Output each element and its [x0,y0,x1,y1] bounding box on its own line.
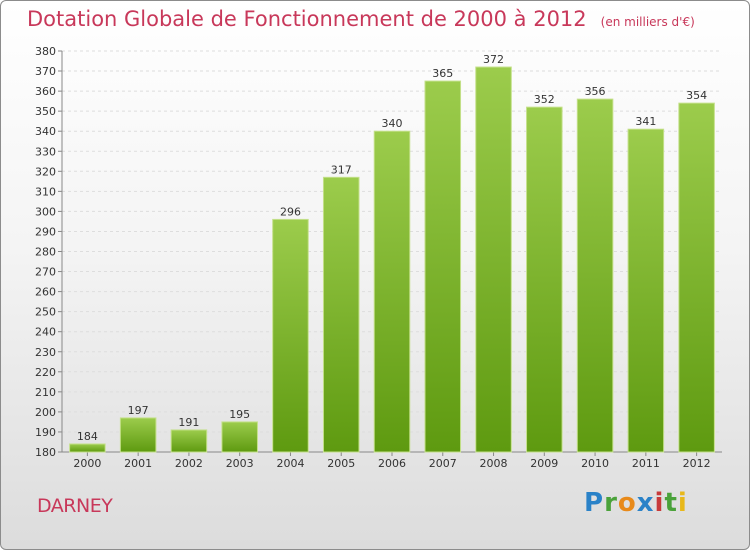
data-labels: 184 197 191 195 296 317 340 365 372 352 356 341 354 [77,53,707,443]
x-tick-label-2005: 2005 [327,457,355,470]
y-tick-label: 240 [35,326,56,339]
chart-title: Dotation Globale de Fonctionnement de 20… [27,7,695,31]
y-tick-label: 200 [35,406,56,419]
x-tick-label-2009: 2009 [530,457,558,470]
y-tick-label: 260 [35,286,56,299]
data-label-2008: 372 [483,53,504,66]
x-tick-label-2003: 2003 [226,457,254,470]
data-label-2012: 354 [686,89,707,102]
data-label-2009: 352 [534,93,555,106]
commune-name: DARNEY [37,495,113,517]
data-label-2007: 365 [432,67,453,80]
bar-2009 [526,106,563,453]
y-tick-label: 190 [35,426,56,439]
bar-2007 [424,80,462,453]
y-tick-label: 300 [35,205,56,218]
data-label-2006: 340 [382,117,403,130]
bar-2003 [221,421,258,453]
y-tick-label: 340 [35,125,56,138]
bar-2011 [627,128,665,453]
brand-letter: i [677,488,688,518]
bar-2004 [272,218,309,453]
bar-2008 [475,66,512,453]
x-tick-label-2012: 2012 [683,457,711,470]
data-label-2004: 296 [280,205,301,218]
brand-letter: t [664,488,678,518]
bar-2006 [373,130,411,453]
y-tick-label: 320 [35,165,56,178]
bar-2002 [170,429,208,453]
brand-letter: P [584,488,605,518]
y-tick-label: 270 [35,266,56,279]
y-tick-label: 180 [35,446,56,459]
x-tick-label-2010: 2010 [581,457,609,470]
bar-2000 [69,443,106,453]
y-tick-label: 250 [35,306,56,319]
brand-letter: i [654,488,665,518]
y-tick-label: 310 [35,185,56,198]
y-tick-label: 370 [35,65,56,78]
data-label-2010: 356 [585,85,606,98]
bar-2005 [322,176,360,453]
data-label-2001: 197 [128,404,149,417]
chart-title-text: Dotation Globale de Fonctionnement de 20… [27,7,587,31]
x-tick-label-2004: 2004 [276,457,304,470]
y-tick-label: 220 [35,366,56,379]
brand-letter: r [604,488,618,518]
y-tick-label: 360 [35,85,56,98]
x-tick-label-2011: 2011 [632,457,660,470]
data-label-2000: 184 [77,430,98,443]
x-tick-label-2000: 2000 [73,457,101,470]
y-tick-label: 230 [35,346,56,359]
y-tick-label: 290 [35,225,56,238]
y-tick-label: 330 [35,145,56,158]
data-label-2003: 195 [229,408,250,421]
bar-2012 [678,102,715,453]
y-tick-label: 280 [35,246,56,259]
data-label-2005: 317 [331,163,352,176]
x-tick-label-2008: 2008 [480,457,508,470]
bars [69,66,715,453]
brand-letter: x [636,488,655,518]
y-tick-label: 380 [35,45,56,58]
bar-2010 [576,98,614,453]
y-tick-label: 350 [35,105,56,118]
x-tick-label-2006: 2006 [378,457,406,470]
axes: 180 190 200 210 220 230 240 250 260 270 280 290 300 3… [35,45,722,470]
brand-letter: o [617,488,637,518]
proxiti-logo: Proxiti [584,488,688,518]
data-label-2011: 341 [635,115,656,128]
x-tick-label-2001: 2001 [124,457,152,470]
chart-subtitle: (en milliers d'€) [600,15,695,29]
x-tick-label-2007: 2007 [429,457,457,470]
x-tick-label-2002: 2002 [175,457,203,470]
bar-2001 [119,417,157,453]
data-label-2002: 191 [178,416,199,429]
y-tick-label: 210 [35,386,56,399]
